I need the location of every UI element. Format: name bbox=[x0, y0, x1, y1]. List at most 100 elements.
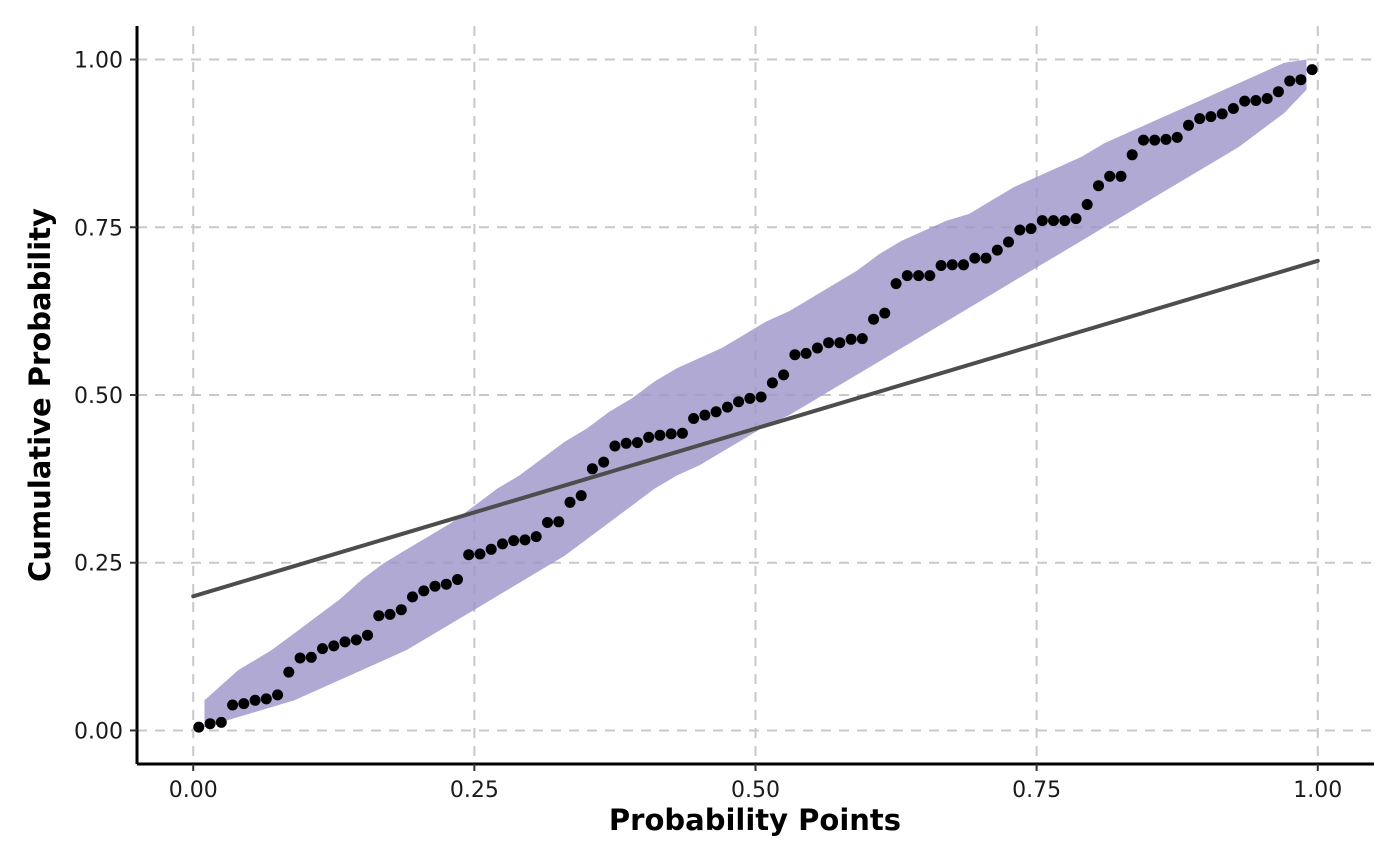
data-point-53 bbox=[789, 349, 801, 361]
data-point-58 bbox=[845, 333, 857, 345]
data-point-21 bbox=[429, 580, 441, 592]
data-point-97 bbox=[1284, 75, 1296, 87]
data-point-27 bbox=[497, 538, 508, 550]
data-point-9 bbox=[294, 652, 306, 664]
data-point-36 bbox=[598, 456, 610, 468]
y-axis-ticks: 0.00 0.25 0.50 0.75 1.00 bbox=[74, 49, 137, 744]
data-point-64 bbox=[913, 270, 925, 282]
data-point-85 bbox=[1149, 134, 1161, 146]
y-tick-label-0: 0.00 bbox=[74, 719, 123, 744]
data-point-92 bbox=[1227, 103, 1239, 114]
data-point-13 bbox=[339, 636, 351, 648]
data-point-68 bbox=[958, 259, 969, 271]
data-point-8 bbox=[283, 666, 295, 678]
data-point-6 bbox=[260, 693, 272, 705]
data-point-32 bbox=[553, 516, 565, 528]
data-point-11 bbox=[317, 643, 328, 655]
data-point-95 bbox=[1261, 93, 1273, 104]
data-point-40 bbox=[643, 431, 655, 443]
data-point-51 bbox=[766, 377, 778, 389]
data-point-69 bbox=[969, 252, 981, 264]
data-point-50 bbox=[755, 391, 767, 403]
data-point-94 bbox=[1250, 95, 1262, 106]
data-point-29 bbox=[519, 534, 531, 546]
data-point-72 bbox=[1003, 236, 1014, 248]
data-point-83 bbox=[1126, 149, 1138, 161]
x-tick-label-4: 1.00 bbox=[1293, 778, 1342, 803]
data-point-87 bbox=[1171, 131, 1183, 143]
data-point-61 bbox=[879, 307, 891, 319]
data-point-73 bbox=[1014, 224, 1026, 236]
data-point-42 bbox=[665, 428, 677, 440]
x-tick-label-2: 0.50 bbox=[731, 778, 780, 803]
data-point-70 bbox=[980, 252, 992, 264]
data-point-96 bbox=[1272, 86, 1284, 98]
data-point-33 bbox=[564, 496, 576, 508]
x-tick-label-0: 0.00 bbox=[169, 778, 218, 803]
data-points-layer bbox=[193, 64, 1318, 733]
data-point-43 bbox=[676, 427, 688, 439]
data-point-60 bbox=[868, 313, 880, 325]
data-point-79 bbox=[1081, 199, 1093, 210]
data-point-28 bbox=[508, 535, 520, 547]
data-point-77 bbox=[1059, 215, 1071, 227]
data-point-55 bbox=[811, 342, 823, 354]
data-point-5 bbox=[249, 694, 261, 706]
data-point-66 bbox=[935, 260, 947, 271]
data-point-89 bbox=[1194, 113, 1206, 125]
data-point-19 bbox=[407, 591, 418, 603]
data-point-80 bbox=[1093, 180, 1104, 192]
reference-line-layer bbox=[191, 258, 1320, 599]
data-point-10 bbox=[305, 651, 317, 663]
y-axis-title: Cumulative Probability bbox=[23, 208, 57, 582]
data-point-23 bbox=[452, 574, 463, 585]
data-point-7 bbox=[272, 689, 284, 701]
data-point-56 bbox=[823, 337, 835, 349]
data-point-14 bbox=[350, 634, 362, 646]
data-point-44 bbox=[688, 413, 700, 424]
data-point-15 bbox=[362, 629, 373, 641]
data-point-76 bbox=[1048, 215, 1059, 227]
data-point-81 bbox=[1104, 170, 1116, 182]
data-point-67 bbox=[946, 259, 958, 271]
data-point-49 bbox=[744, 392, 756, 404]
data-point-24 bbox=[463, 549, 475, 561]
data-point-46 bbox=[710, 406, 722, 418]
x-tick-label-3: 0.75 bbox=[1012, 778, 1061, 803]
data-point-57 bbox=[834, 337, 846, 349]
y-tick-label-4: 1.00 bbox=[74, 49, 123, 74]
data-point-37 bbox=[609, 440, 621, 452]
data-point-82 bbox=[1115, 170, 1127, 182]
data-point-59 bbox=[856, 333, 868, 345]
data-point-20 bbox=[418, 585, 430, 597]
data-point-54 bbox=[800, 347, 812, 359]
data-point-1 bbox=[204, 718, 216, 730]
data-point-3 bbox=[227, 699, 239, 711]
data-point-99 bbox=[1306, 64, 1318, 76]
data-point-71 bbox=[991, 244, 1003, 256]
data-point-78 bbox=[1070, 213, 1082, 225]
data-point-34 bbox=[575, 490, 587, 502]
data-point-39 bbox=[631, 437, 643, 449]
data-point-45 bbox=[699, 409, 711, 421]
data-point-35 bbox=[586, 463, 598, 475]
data-point-93 bbox=[1239, 95, 1251, 107]
data-point-47 bbox=[721, 401, 733, 413]
data-point-0 bbox=[193, 721, 205, 733]
data-point-90 bbox=[1205, 111, 1217, 123]
data-point-63 bbox=[901, 270, 913, 282]
data-point-16 bbox=[373, 610, 385, 622]
data-point-31 bbox=[542, 517, 553, 528]
data-point-62 bbox=[890, 278, 902, 290]
data-point-52 bbox=[778, 369, 790, 381]
data-point-74 bbox=[1025, 223, 1037, 235]
data-point-91 bbox=[1216, 108, 1228, 120]
data-point-84 bbox=[1138, 134, 1149, 146]
y-tick-label-3: 0.75 bbox=[74, 216, 123, 241]
y-tick-label-2: 0.50 bbox=[74, 384, 123, 409]
data-point-26 bbox=[485, 543, 497, 555]
reference-line bbox=[191, 258, 1320, 599]
data-point-65 bbox=[924, 270, 936, 282]
x-axis-ticks: 0.00 0.25 0.50 0.75 1.00 bbox=[169, 764, 1342, 803]
